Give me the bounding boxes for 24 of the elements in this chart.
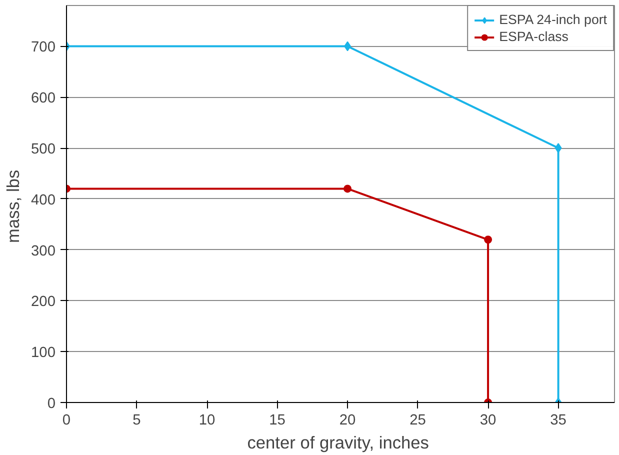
y-tick-label: 600: [31, 90, 56, 107]
y-axis-title: mass, lbs: [3, 169, 24, 243]
x-tick-label: 35: [550, 412, 566, 428]
point: [344, 41, 352, 52]
legend-label: ESPA-class: [499, 29, 568, 44]
y-tick-label: 500: [31, 142, 56, 158]
y-tick-label: 0: [47, 396, 56, 412]
y-tick-label: 400: [31, 192, 56, 208]
y-tick-label: 200: [31, 294, 56, 310]
point: [484, 236, 492, 244]
y-tick-label: 300: [31, 243, 56, 260]
x-tick-label: 10: [198, 412, 216, 428]
x-tick-label: 30: [480, 412, 496, 428]
x-tick-label: 20: [339, 412, 356, 428]
point: [344, 184, 352, 193]
y-tick-label: 700: [31, 40, 56, 56]
x-tick-label: 25: [410, 412, 426, 428]
x-tick-label: 0: [62, 412, 71, 428]
legend-label: ESPA 24-inch port: [499, 12, 607, 27]
point: [554, 143, 562, 154]
x-tick-label: 5: [132, 412, 141, 428]
y-tick-label: 100: [31, 345, 56, 362]
x-tick-label: 15: [269, 412, 286, 428]
x-axis-title: center of gravity, inches: [247, 432, 430, 452]
